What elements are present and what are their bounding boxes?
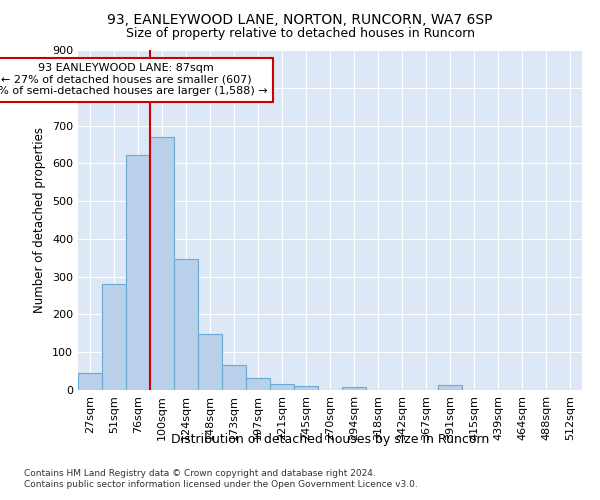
Bar [102, 284, 126, 390]
Bar [270, 384, 294, 390]
Text: Contains public sector information licensed under the Open Government Licence v3: Contains public sector information licen… [24, 480, 418, 489]
Bar [222, 364, 246, 390]
Bar [246, 378, 270, 390]
Bar [78, 372, 102, 390]
Bar [174, 260, 198, 390]
Text: Distribution of detached houses by size in Runcorn: Distribution of detached houses by size … [171, 432, 489, 446]
Bar [342, 386, 366, 390]
Text: 93, EANLEYWOOD LANE, NORTON, RUNCORN, WA7 6SP: 93, EANLEYWOOD LANE, NORTON, RUNCORN, WA… [107, 12, 493, 26]
Text: Size of property relative to detached houses in Runcorn: Size of property relative to detached ho… [125, 28, 475, 40]
Y-axis label: Number of detached properties: Number of detached properties [34, 127, 46, 313]
Bar [438, 386, 462, 390]
Text: 93 EANLEYWOOD LANE: 87sqm
← 27% of detached houses are smaller (607)
72% of semi: 93 EANLEYWOOD LANE: 87sqm ← 27% of detac… [0, 63, 268, 96]
Bar [150, 138, 174, 390]
Text: Contains HM Land Registry data © Crown copyright and database right 2024.: Contains HM Land Registry data © Crown c… [24, 469, 376, 478]
Bar [294, 386, 318, 390]
Bar [198, 334, 222, 390]
Bar [126, 156, 150, 390]
